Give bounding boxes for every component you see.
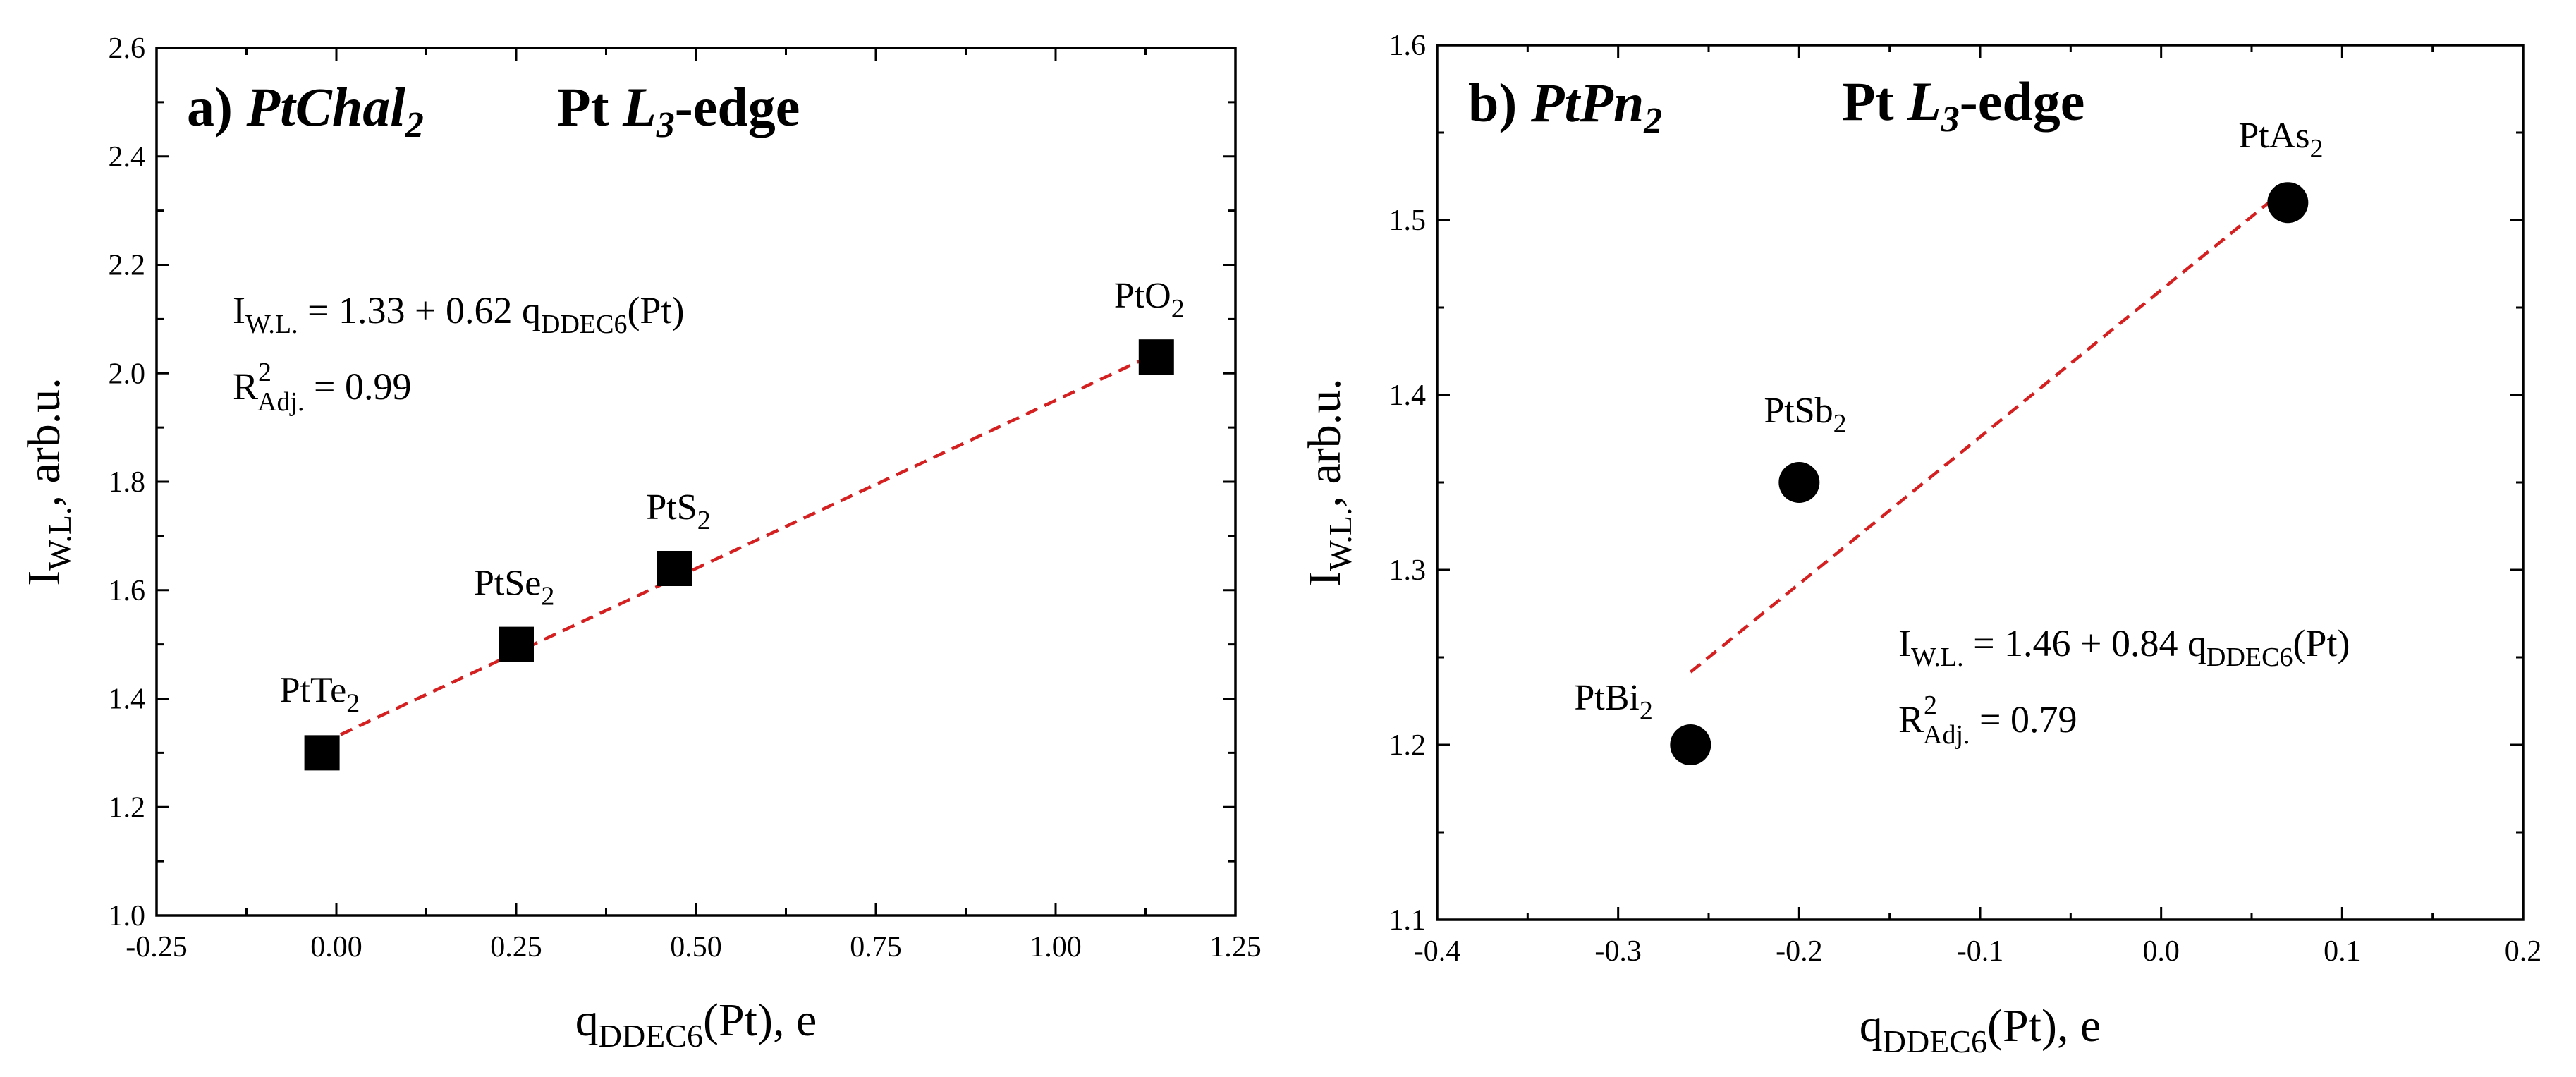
y-tick-label: 2.6 xyxy=(109,32,146,65)
point-label: PtSe2 xyxy=(474,564,554,611)
point-label: PtTe2 xyxy=(280,670,360,718)
panel-a-label: a) PtChal2 xyxy=(187,76,424,145)
x-tick-label: -0.2 xyxy=(1776,935,1823,968)
x-tick-label: 0.25 xyxy=(490,931,542,963)
panel-b-y-ticks: 1.1 1.2 1.3 1.4 1.5 1.6 xyxy=(1389,30,2523,937)
point-label: PtS2 xyxy=(646,487,710,535)
panel-b-r2: R2 Adj. = 0.79 xyxy=(1898,690,2077,750)
panel-a-fit-line xyxy=(321,351,1157,745)
y-tick-label: 1.2 xyxy=(1389,729,1427,762)
data-point xyxy=(657,551,692,586)
panel-a-r2: R2 Adj. = 0.99 xyxy=(233,358,412,417)
point-label: PtSb2 xyxy=(1764,391,1846,439)
panel-b: -0.4 -0.3 -0.2 -0.1 0.0 0.1 0.2 1.11.21.31.41.… xyxy=(1299,30,2541,1059)
data-point xyxy=(304,735,340,771)
x-tick-label: 1.00 xyxy=(1030,931,1082,963)
x-tick-label: 0.0 xyxy=(2142,935,2180,968)
y-tick-label: 1.4 xyxy=(109,683,146,716)
panel-a-frame xyxy=(155,47,1237,917)
panel-a-x-ticks: -0.25 0.00 0.25 0.50 0.75 1.00 1.25 xyxy=(126,48,1262,963)
panel-a-points xyxy=(304,339,1174,771)
y-tick-label: 1.6 xyxy=(109,575,146,607)
panel-a-point-labels: PtTe2 PtSe2 PtS2 PtO2 xyxy=(280,276,1185,718)
x-tick-label: 0.75 xyxy=(850,931,902,963)
panel-b-fit-line xyxy=(1689,185,2289,674)
y-tick-label: 1.4 xyxy=(1389,379,1427,412)
panel-b-points xyxy=(1670,182,2309,765)
x-tick-label: 0.50 xyxy=(670,931,722,963)
y-tick-label: 1.0 xyxy=(109,900,146,932)
x-tick-label: -0.25 xyxy=(126,931,188,963)
y-tick-label: 1.8 xyxy=(109,466,146,499)
y-tick-label: 1.5 xyxy=(1389,205,1427,237)
data-point xyxy=(1778,462,1820,503)
data-point xyxy=(2267,182,2309,224)
point-label: PtAs2 xyxy=(2238,116,2323,164)
point-label: PtO2 xyxy=(1114,276,1185,324)
y-tick-label: 1.6 xyxy=(1389,30,1427,62)
y-tick-label: 2.0 xyxy=(109,358,146,390)
panel-b-x-ticks: -0.4 -0.3 -0.2 -0.1 0.0 0.1 0.2 xyxy=(1414,45,2542,968)
panel-a: -0.25 0.00 0.25 0.50 0.75 1.00 1.25 1.01.21.41… xyxy=(18,32,1262,1054)
panel-b-label: b) PtPn2 xyxy=(1468,72,1662,141)
panel-b-equation: IW.L. = 1.46 + 0.84 qDDEC6(Pt) xyxy=(1898,622,2350,672)
x-tick-label: 0.00 xyxy=(310,931,362,963)
y-tick-label: 1.2 xyxy=(109,791,146,824)
data-point xyxy=(499,626,534,662)
panel-b-point-labels: PtBi2 PtSb2 PtAs2 xyxy=(1574,116,2323,726)
x-tick-label: -0.4 xyxy=(1414,935,1461,968)
x-tick-label: 0.2 xyxy=(2505,935,2542,968)
panel-b-x-axis-title: qDDEC6(Pt), e xyxy=(1860,1000,2101,1059)
panel-b-title: Pt L3-edge xyxy=(1842,71,2084,140)
y-tick-label: 1.1 xyxy=(1389,904,1427,937)
panel-a-y-ticks: 1.0 1.2 1.4 1.6 1.8 2.0 2.2 2.4 2.6 xyxy=(109,32,1235,932)
x-tick-label: 0.1 xyxy=(2324,935,2361,968)
panel-a-equation: IW.L. = 1.33 + 0.62 qDDEC6(Pt) xyxy=(233,289,684,339)
data-point xyxy=(1670,724,1711,765)
point-label: PtBi2 xyxy=(1574,678,1653,726)
y-tick-label: 2.2 xyxy=(109,250,146,282)
x-tick-label: -0.3 xyxy=(1594,935,1642,968)
x-tick-label: -0.1 xyxy=(1957,935,2004,968)
panel-a-title: Pt L3-edge xyxy=(557,76,800,145)
panel-a-x-axis-title: qDDEC6(Pt), e xyxy=(575,994,817,1054)
panel-b-y-axis-title: IW.L., arb.u. xyxy=(1299,378,1358,587)
panel-a-y-axis-title: IW.L., arb.u. xyxy=(18,377,78,586)
x-tick-label: 1.25 xyxy=(1209,931,1262,963)
data-point xyxy=(1138,339,1174,375)
panel-b-frame xyxy=(1436,44,2525,921)
y-tick-label: 1.3 xyxy=(1389,554,1427,587)
y-tick-label: 2.4 xyxy=(109,141,146,174)
